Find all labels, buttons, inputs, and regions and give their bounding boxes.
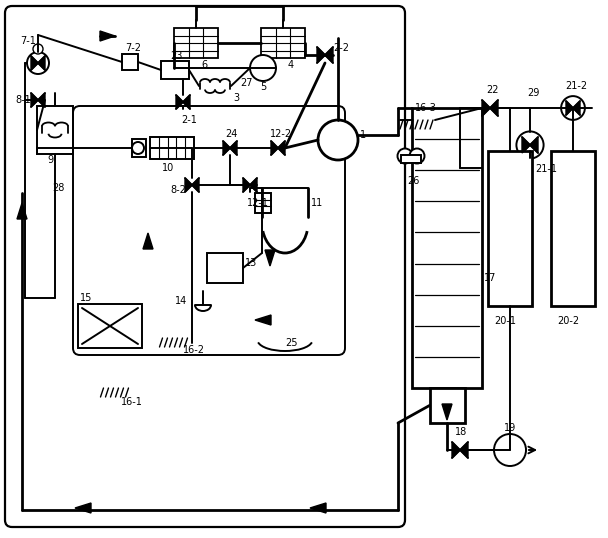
Text: 16-2: 16-2 <box>183 345 205 355</box>
Bar <box>429 388 465 423</box>
Text: 17: 17 <box>484 273 496 283</box>
Circle shape <box>132 142 144 154</box>
Text: 22: 22 <box>486 85 499 95</box>
Text: 5: 5 <box>260 82 266 92</box>
Bar <box>401 155 421 163</box>
Polygon shape <box>38 56 45 70</box>
Bar <box>488 151 532 306</box>
Polygon shape <box>530 137 538 153</box>
Bar <box>207 253 243 283</box>
Bar <box>161 61 189 79</box>
Text: 20-1: 20-1 <box>494 315 516 325</box>
Polygon shape <box>185 178 192 192</box>
Polygon shape <box>17 203 27 219</box>
Polygon shape <box>255 315 271 325</box>
Bar <box>174 28 218 58</box>
Bar <box>551 151 595 306</box>
Circle shape <box>410 148 424 164</box>
Bar <box>261 28 305 58</box>
Text: 16-3: 16-3 <box>415 103 437 113</box>
Text: 11: 11 <box>311 198 323 208</box>
Text: 24: 24 <box>225 129 237 139</box>
Polygon shape <box>310 503 326 513</box>
Polygon shape <box>176 95 183 109</box>
Polygon shape <box>452 442 460 458</box>
Polygon shape <box>265 250 275 266</box>
Text: 8-2: 8-2 <box>170 185 186 195</box>
Text: 2-2: 2-2 <box>333 43 349 53</box>
Polygon shape <box>566 101 573 115</box>
Text: 29: 29 <box>527 88 539 98</box>
Circle shape <box>398 148 412 164</box>
Text: 20-2: 20-2 <box>557 315 579 325</box>
Polygon shape <box>278 141 285 155</box>
Polygon shape <box>100 31 115 41</box>
Bar <box>37 106 73 154</box>
Polygon shape <box>243 178 250 192</box>
Text: 23: 23 <box>170 51 182 61</box>
Polygon shape <box>490 100 498 116</box>
Circle shape <box>494 434 526 466</box>
Bar <box>255 193 271 213</box>
Polygon shape <box>250 178 257 192</box>
Text: 4: 4 <box>288 60 294 70</box>
Text: 12-1: 12-1 <box>247 198 269 208</box>
Polygon shape <box>31 93 38 107</box>
Text: 8-1: 8-1 <box>15 95 31 105</box>
Text: 21-2: 21-2 <box>565 81 587 91</box>
Text: 3: 3 <box>233 93 239 103</box>
Circle shape <box>318 120 358 160</box>
Polygon shape <box>223 141 230 155</box>
Text: 27: 27 <box>240 78 252 88</box>
Polygon shape <box>31 56 38 70</box>
Polygon shape <box>230 141 237 155</box>
Text: 26: 26 <box>407 176 420 186</box>
Text: 13: 13 <box>245 258 257 268</box>
Bar <box>412 108 482 388</box>
Text: 14: 14 <box>175 296 187 306</box>
Bar <box>132 139 146 157</box>
Polygon shape <box>522 137 530 153</box>
Text: 28: 28 <box>52 183 64 193</box>
Text: 7-1: 7-1 <box>20 36 36 46</box>
Polygon shape <box>143 233 153 249</box>
Polygon shape <box>192 178 199 192</box>
Text: 16-1: 16-1 <box>121 397 143 407</box>
Polygon shape <box>482 100 490 116</box>
Polygon shape <box>317 47 325 63</box>
Text: 7-2: 7-2 <box>125 43 141 53</box>
Text: 10: 10 <box>162 163 174 173</box>
Polygon shape <box>38 93 45 107</box>
Polygon shape <box>75 503 91 513</box>
Text: 21-1: 21-1 <box>535 164 557 174</box>
Text: 6: 6 <box>201 60 207 70</box>
Polygon shape <box>271 141 278 155</box>
Bar <box>150 137 194 159</box>
Polygon shape <box>183 95 190 109</box>
Text: 2-1: 2-1 <box>181 115 197 125</box>
Text: 12-2: 12-2 <box>270 129 292 139</box>
Circle shape <box>250 55 276 81</box>
Polygon shape <box>442 404 452 420</box>
Circle shape <box>33 44 43 54</box>
Bar <box>122 54 138 70</box>
Text: 9: 9 <box>47 155 53 165</box>
Text: 1: 1 <box>360 130 366 140</box>
Text: 19: 19 <box>504 423 516 433</box>
Bar <box>78 304 142 348</box>
Polygon shape <box>325 47 333 63</box>
Text: 25: 25 <box>285 338 297 348</box>
Polygon shape <box>573 101 580 115</box>
Text: 15: 15 <box>80 293 92 303</box>
Polygon shape <box>460 442 468 458</box>
Text: 18: 18 <box>455 427 468 437</box>
